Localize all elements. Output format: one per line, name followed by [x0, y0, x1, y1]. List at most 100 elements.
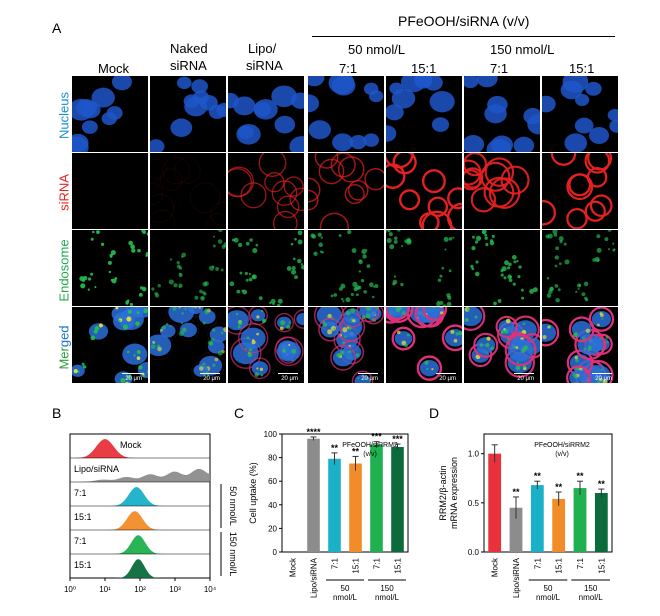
y-axis-label: Cell uptake (%): [248, 462, 258, 524]
panel-a-letter: A: [52, 20, 62, 36]
histogram-5: [70, 535, 210, 554]
histogram-1: [70, 439, 210, 458]
scale-bar-line: [122, 373, 142, 374]
hist-xtick-label: 10¹: [99, 585, 111, 594]
hist-label-2: Lipo/siRNA: [74, 464, 119, 474]
hist-label-5: 7:1: [74, 536, 87, 546]
hist-label-4: 15:1: [74, 512, 92, 522]
ytick-label: 40: [268, 501, 277, 510]
histogram-2: [70, 468, 210, 482]
ytick-label: 0: [273, 548, 278, 557]
col-header-naked-1: Naked: [170, 41, 208, 56]
hist-xtick-label: 10²: [134, 585, 146, 594]
group-50-unit: nmol/L: [333, 593, 358, 602]
significance-2: ****: [306, 427, 321, 437]
annotation-line-2: (v/v): [555, 451, 569, 458]
micrograph-sirna-col2: [150, 153, 226, 229]
xtick-label-4: 15:1: [352, 557, 361, 573]
bar-1: [488, 453, 502, 552]
significance-6: ***: [392, 434, 403, 444]
significance-2: **: [512, 487, 520, 497]
panel-b-letter: B: [52, 405, 62, 421]
micrograph-endosome-col1: [72, 230, 148, 306]
group-50-unit: nmol/L: [536, 593, 561, 602]
significance-3: **: [534, 471, 542, 481]
micrograph-nucleus-col1: [72, 76, 148, 152]
micrograph-nucleus-col5: [386, 76, 462, 152]
ytick-label: 60: [268, 477, 277, 486]
histogram-3: [70, 487, 210, 506]
scale-bar-line: [278, 373, 298, 374]
micrograph-endosome-col7: [542, 230, 618, 306]
panel-d-letter: D: [429, 405, 440, 421]
col-header-lipo-1: Lipo/: [248, 41, 277, 56]
conc-150-label: 150 nmol/L: [490, 42, 555, 57]
xtick-label-1: Mock: [289, 557, 298, 577]
significance-5: ***: [371, 432, 382, 442]
row-label-nucleus: Nucleus: [56, 92, 72, 139]
bar-5: [573, 488, 587, 552]
cell-uptake-chart: 0 20 40 60 80 100 Mock **** Lipo/siRNA ** 7:1 ** 15:…: [248, 427, 409, 602]
micrograph-merged-col2: 20 μm: [150, 307, 226, 383]
group-header-line: [312, 36, 615, 37]
y-axis-label-line-2: mRNA expression: [449, 457, 459, 529]
micrograph-nucleus-col7: [542, 76, 618, 152]
bar-3: [328, 458, 341, 552]
xtick-label-2: Lipo/siRNA: [512, 557, 521, 598]
histogram-6: [70, 559, 210, 578]
micrograph-merged-col7: 20 μm: [542, 307, 618, 383]
micrograph-sirna-col7: [542, 153, 618, 229]
group-50-value: 50: [544, 584, 553, 593]
col-header-50-7to1: 7:1: [339, 61, 358, 76]
mrna-expression-chart: 0.0 0.5 1.0 Mock ** Lipo/siRNA ** 7:1 ** 15:1 ** 7:…: [438, 433, 613, 602]
micrograph-endosome-col5: [386, 230, 462, 306]
significance-6: **: [598, 479, 606, 489]
scale-bar-line: [200, 373, 220, 374]
micrograph-sirna-col1: [72, 153, 148, 229]
row-label-merged-part-a: Mer: [56, 347, 72, 370]
ytick-label: 1.0: [468, 450, 480, 459]
scale-bar-label: 20 μm: [517, 376, 534, 382]
significance-4: **: [352, 446, 360, 456]
micrograph-endosome-col3: [228, 230, 304, 306]
group-50-value: 50: [341, 584, 350, 593]
hist-xtick-label: 10⁰: [64, 585, 76, 594]
scale-bar-label: 20 μm: [439, 376, 456, 382]
scale-bar-label: 20 μm: [281, 376, 298, 382]
xtick-label-3: 7:1: [331, 557, 340, 569]
bar-2: [509, 507, 523, 552]
col-header-150-15to1: 15:1: [569, 61, 595, 76]
bar-6: [391, 446, 404, 552]
col-header-mock: Mock: [98, 61, 130, 76]
micrograph-merged-col5: 20 μm: [386, 307, 462, 383]
group-150-unit: nmol/L: [579, 593, 604, 602]
bar-6: [594, 493, 608, 552]
scale-bar-label: 20 μm: [361, 376, 378, 382]
scale-bar-label: 20 μm: [125, 376, 142, 382]
row-label-sirna: siRNA: [56, 174, 72, 211]
xtick-label-4: 15:1: [555, 557, 564, 573]
micrograph-endosome-col4: [308, 230, 384, 306]
xtick-label-1: Mock: [491, 557, 500, 577]
chart-frame: [281, 433, 409, 553]
xtick-label-6: 15:1: [597, 557, 606, 573]
col-header-naked-2: siRNA: [170, 58, 207, 73]
micrograph-nucleus-col6: [464, 76, 540, 152]
bar-4: [552, 498, 566, 552]
micrograph-nucleus-col4: [308, 76, 384, 152]
micrograph-nucleus-col3: [228, 76, 304, 152]
ytick-label: 0.0: [468, 548, 480, 557]
row-label-endosome: Endosome: [56, 239, 72, 302]
micrograph-merged-col6: 20 μm: [464, 307, 540, 383]
ytick-label: 100: [264, 430, 278, 439]
row-label-merged-part-b: ged: [56, 325, 72, 348]
annotation-line-2: (v/v): [363, 451, 377, 458]
micrograph-endosome-col6: [464, 230, 540, 306]
chart-frame: [483, 433, 613, 553]
micrograph-nucleus-col2: [150, 76, 226, 152]
panel-c-letter: C: [234, 405, 245, 421]
scale-bar-line: [358, 373, 378, 374]
micrograph-merged-col4: 20 μm: [308, 307, 384, 383]
scale-bar-line: [592, 373, 612, 374]
xtick-label-5: 7:1: [373, 557, 382, 569]
